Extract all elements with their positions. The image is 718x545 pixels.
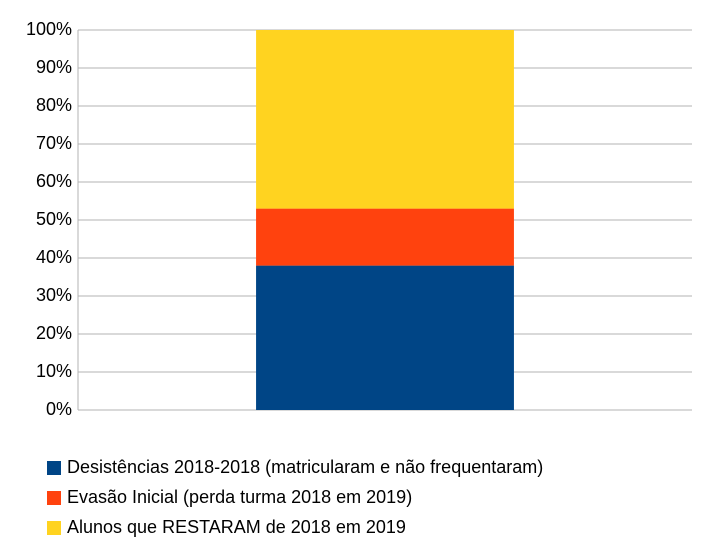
legend-swatch bbox=[47, 461, 61, 475]
legend-label: Alunos que RESTARAM de 2018 em 2019 bbox=[67, 517, 406, 537]
y-tick-label: 40% bbox=[36, 247, 72, 267]
y-tick-label: 60% bbox=[36, 171, 72, 191]
y-tick-label: 0% bbox=[46, 399, 72, 419]
y-tick-label: 70% bbox=[36, 133, 72, 153]
legend-swatch bbox=[47, 491, 61, 505]
y-tick-label: 10% bbox=[36, 361, 72, 381]
y-tick-label: 20% bbox=[36, 323, 72, 343]
y-tick-label: 30% bbox=[36, 285, 72, 305]
y-tick-label: 50% bbox=[36, 209, 72, 229]
bar-segment bbox=[256, 30, 514, 209]
legend-swatch bbox=[47, 521, 61, 535]
y-tick-label: 80% bbox=[36, 95, 72, 115]
legend-label: Evasão Inicial (perda turma 2018 em 2019… bbox=[67, 487, 412, 507]
bar-segment bbox=[256, 265, 514, 410]
y-tick-label: 90% bbox=[36, 57, 72, 77]
bar-segment bbox=[256, 208, 514, 266]
y-tick-label: 100% bbox=[26, 19, 72, 39]
legend-label: Desistências 2018-2018 (matricularam e n… bbox=[67, 457, 543, 477]
